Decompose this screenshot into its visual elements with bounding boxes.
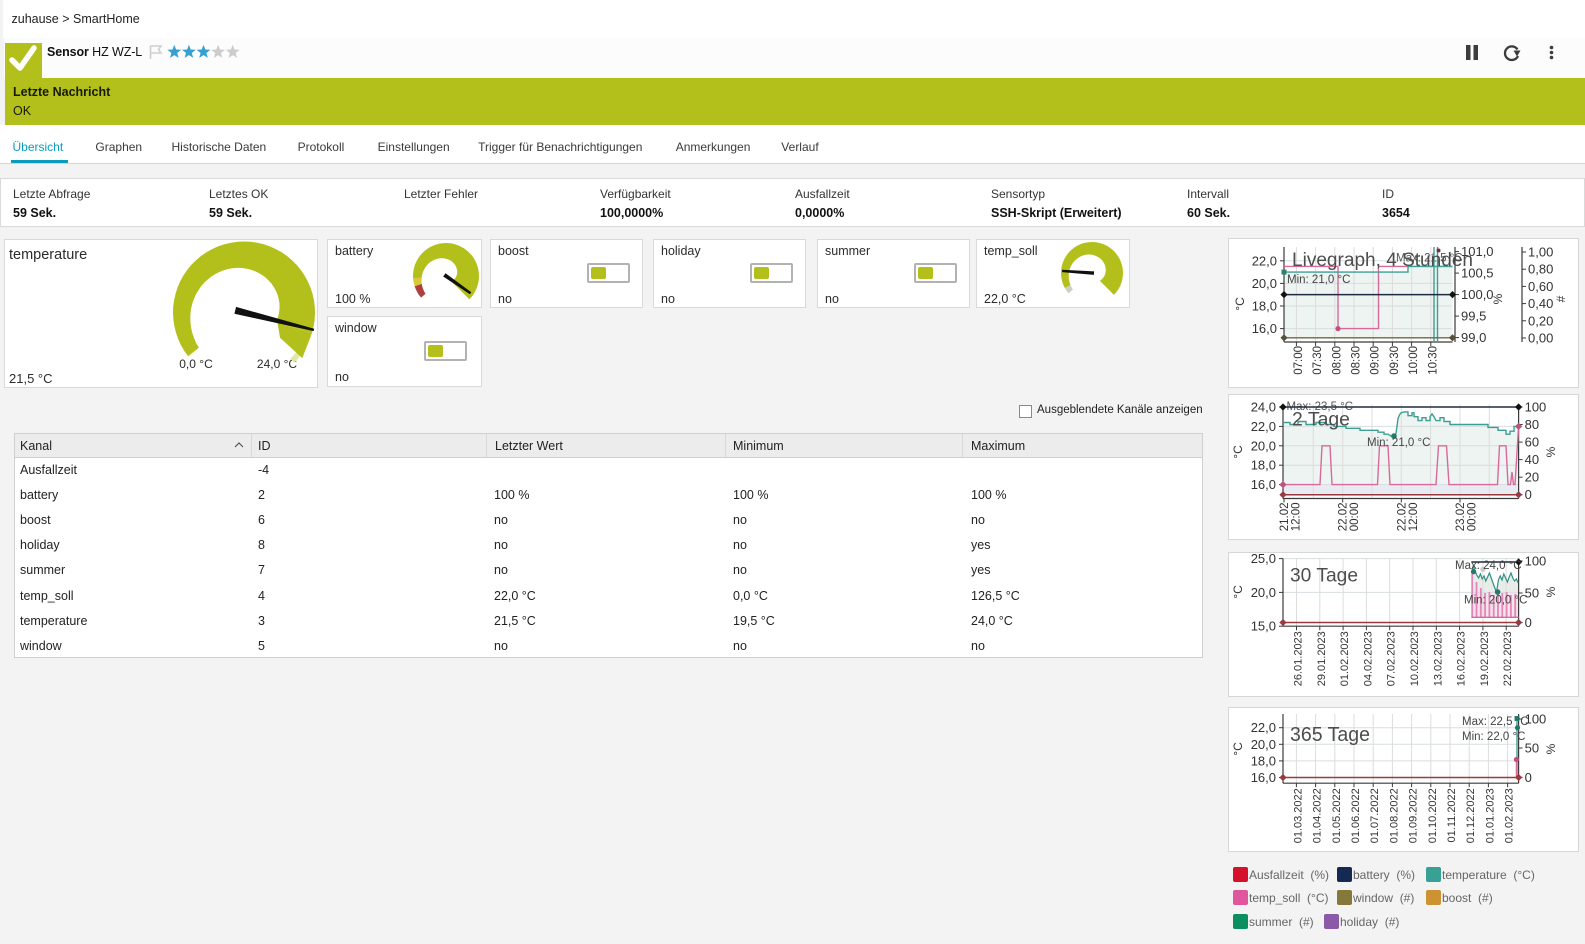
svg-text:09:30: 09:30 (1389, 346, 1401, 375)
svg-text:0,20: 0,20 (1528, 313, 1553, 328)
svg-text:10.02.2023: 10.02.2023 (1409, 631, 1421, 686)
svg-text:00:00: 00:00 (1467, 503, 1479, 532)
svg-text:23.02: 23.02 (1455, 503, 1467, 532)
svg-text:Min: 21,0 °C: Min: 21,0 °C (1367, 437, 1430, 449)
svg-text:30 Tage: 30 Tage (1290, 565, 1358, 587)
svg-text:01.02.2023: 01.02.2023 (1339, 631, 1351, 686)
svg-text:100,0: 100,0 (1461, 287, 1494, 302)
svg-text:26.01.2023: 26.01.2023 (1293, 631, 1305, 686)
svg-text:19.02.2023: 19.02.2023 (1479, 631, 1491, 686)
svg-text:18,0: 18,0 (1252, 299, 1277, 314)
svg-text:20,0: 20,0 (1251, 737, 1276, 752)
svg-text:01.06.2022: 01.06.2022 (1350, 788, 1362, 843)
svg-text:%: % (1544, 586, 1558, 597)
svg-text:00:00: 00:00 (1349, 503, 1361, 532)
svg-text:2 Tage: 2 Tage (1292, 409, 1350, 431)
svg-text:01.10.2022: 01.10.2022 (1427, 788, 1439, 843)
svg-text:21.02: 21.02 (1279, 503, 1291, 532)
svg-text:01.08.2022: 01.08.2022 (1388, 788, 1400, 843)
svg-text:01.11.2022: 01.11.2022 (1446, 788, 1458, 842)
svg-text:07:00: 07:00 (1293, 346, 1305, 375)
svg-text:Max: 21,5 °C: Max: 21,5 °C (1396, 253, 1463, 265)
svg-text:22,0: 22,0 (1251, 419, 1276, 434)
svg-text:°C: °C (1233, 297, 1247, 311)
svg-text:16,0: 16,0 (1252, 321, 1277, 336)
svg-text:0,40: 0,40 (1528, 296, 1553, 311)
svg-text:15,0: 15,0 (1251, 619, 1276, 634)
svg-text:01.04.2022: 01.04.2022 (1312, 788, 1324, 843)
svg-text:01.03.2022: 01.03.2022 (1292, 788, 1304, 843)
svg-text:20,0: 20,0 (1251, 438, 1276, 453)
svg-text:0: 0 (1525, 615, 1532, 630)
svg-text:40: 40 (1525, 452, 1539, 467)
svg-text:07.02.2023: 07.02.2023 (1386, 631, 1398, 686)
svg-text:13.02.2023: 13.02.2023 (1432, 631, 1444, 686)
svg-text:%: % (1544, 743, 1558, 754)
svg-text:18,0: 18,0 (1251, 753, 1276, 768)
svg-text:07:30: 07:30 (1312, 346, 1324, 375)
svg-text:99,5: 99,5 (1461, 309, 1486, 324)
svg-text:°C: °C (1231, 742, 1245, 756)
svg-text:°C: °C (1231, 585, 1245, 599)
svg-text:100: 100 (1525, 712, 1547, 727)
svg-text:%: % (1491, 293, 1505, 304)
svg-text:0: 0 (1525, 487, 1532, 502)
svg-text:1,00: 1,00 (1528, 245, 1553, 260)
svg-text:04.02.2023: 04.02.2023 (1362, 631, 1374, 686)
svg-text:0,00: 0,00 (1528, 331, 1553, 346)
svg-text:10:00: 10:00 (1408, 346, 1420, 375)
svg-text:01.09.2022: 01.09.2022 (1408, 788, 1420, 843)
svg-text:22.02: 22.02 (1396, 503, 1408, 532)
svg-text:16.02.2023: 16.02.2023 (1456, 631, 1468, 686)
svg-text:08:00: 08:00 (1331, 346, 1343, 375)
svg-text:80: 80 (1525, 417, 1539, 432)
svg-text:99,0: 99,0 (1461, 330, 1486, 345)
svg-text:100: 100 (1525, 554, 1547, 569)
svg-text:01.05.2022: 01.05.2022 (1331, 788, 1343, 843)
svg-text:365 Tage: 365 Tage (1290, 724, 1370, 746)
svg-text:Livegraph, 4 Stunden: Livegraph, 4 Stunden (1292, 250, 1473, 271)
svg-text:20: 20 (1525, 470, 1539, 485)
svg-text:18,0: 18,0 (1251, 458, 1276, 473)
svg-text:01.02.2023: 01.02.2023 (1504, 788, 1516, 843)
svg-text:22,0: 22,0 (1251, 720, 1276, 735)
svg-text:Max: 22,5 °C: Max: 22,5 °C (1462, 716, 1529, 728)
svg-text:0: 0 (1525, 770, 1532, 785)
svg-text:01.01.2023: 01.01.2023 (1484, 788, 1496, 843)
svg-text:22,0: 22,0 (1252, 253, 1277, 268)
svg-text:25,0: 25,0 (1251, 552, 1276, 566)
svg-text:50: 50 (1525, 586, 1539, 601)
svg-text:29.01.2023: 29.01.2023 (1316, 631, 1328, 686)
svg-text:12:00: 12:00 (1291, 503, 1303, 532)
svg-text:16,0: 16,0 (1251, 770, 1276, 785)
svg-text:09:00: 09:00 (1370, 346, 1382, 375)
svg-text:12:00: 12:00 (1408, 503, 1420, 532)
svg-text:24,0: 24,0 (1251, 400, 1276, 415)
svg-text:08:30: 08:30 (1351, 346, 1363, 375)
svg-text:01.07.2022: 01.07.2022 (1369, 788, 1381, 843)
svg-text:16,0: 16,0 (1251, 477, 1276, 492)
svg-text:20,0: 20,0 (1252, 276, 1277, 291)
svg-text:%: % (1544, 446, 1558, 457)
svg-text:Min: 22,0 °C: Min: 22,0 °C (1462, 731, 1525, 743)
svg-text:20,0: 20,0 (1251, 585, 1276, 600)
svg-text:Max: 24,0 °C: Max: 24,0 °C (1455, 560, 1522, 572)
svg-text:0,60: 0,60 (1528, 279, 1553, 294)
svg-text:01.12.2022: 01.12.2022 (1465, 788, 1477, 843)
svg-text:22.02.2023: 22.02.2023 (1502, 631, 1514, 686)
svg-text:100,5: 100,5 (1461, 266, 1494, 281)
svg-text:°C: °C (1231, 445, 1245, 459)
svg-text:Min: 20,0 °C: Min: 20,0 °C (1464, 595, 1527, 607)
svg-text:101,0: 101,0 (1461, 244, 1494, 259)
svg-text:60: 60 (1525, 435, 1539, 450)
svg-text:Min: 21,0 °C: Min: 21,0 °C (1287, 274, 1350, 286)
svg-text:22.02: 22.02 (1338, 503, 1350, 532)
svg-text:0,80: 0,80 (1528, 262, 1553, 277)
svg-text:10:30: 10:30 (1427, 346, 1439, 375)
svg-text:100: 100 (1525, 400, 1547, 415)
svg-text:#: # (1554, 295, 1568, 302)
svg-text:50: 50 (1525, 741, 1539, 756)
